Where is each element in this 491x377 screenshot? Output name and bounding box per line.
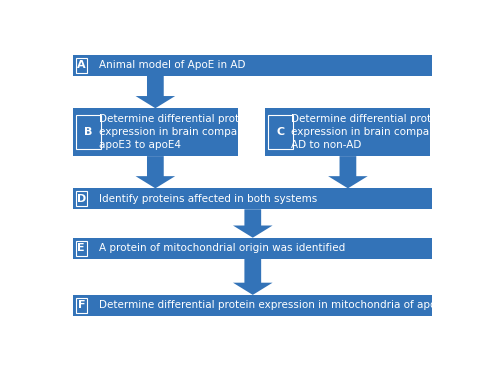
Polygon shape (136, 156, 175, 188)
Polygon shape (328, 156, 368, 188)
Text: Determine differential protein
expression in brain comparing
apoE3 to apoE4: Determine differential protein expressio… (99, 114, 257, 150)
FancyBboxPatch shape (73, 295, 433, 316)
Text: A protein of mitochondrial origin was identified: A protein of mitochondrial origin was id… (99, 243, 345, 253)
Text: Animal model of ApoE in AD: Animal model of ApoE in AD (99, 60, 245, 70)
Text: Identify proteins affected in both systems: Identify proteins affected in both syste… (99, 194, 317, 204)
Text: A: A (77, 60, 85, 70)
Polygon shape (233, 209, 273, 238)
Text: B: B (84, 127, 92, 137)
FancyBboxPatch shape (73, 188, 433, 209)
Text: Determine differential protein expression in mitochondria of apoE3 compared  to : Determine differential protein expressio… (99, 300, 491, 310)
FancyBboxPatch shape (73, 55, 433, 76)
Polygon shape (233, 259, 273, 295)
Text: F: F (78, 300, 85, 310)
FancyBboxPatch shape (73, 108, 238, 156)
FancyBboxPatch shape (73, 238, 433, 259)
Text: Determine differential protein
expression in brain comparing
AD to non-AD: Determine differential protein expressio… (291, 114, 450, 150)
FancyBboxPatch shape (265, 108, 431, 156)
Text: E: E (78, 243, 85, 253)
Text: D: D (77, 194, 86, 204)
Polygon shape (136, 76, 175, 108)
Text: C: C (276, 127, 284, 137)
